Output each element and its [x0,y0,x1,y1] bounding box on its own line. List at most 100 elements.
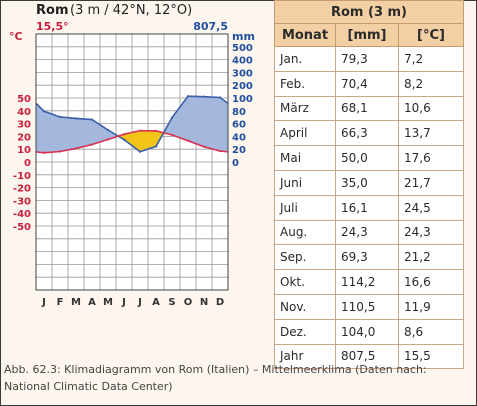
precipitation-point [138,150,142,153]
table-cell-temperature: 15,5 [398,343,464,370]
table-header-temperature: [°C] [398,23,464,47]
table-cell-month: Feb. [274,70,336,97]
temperature-series-line [35,129,229,154]
annual-precipitation-label: 807,5 [193,20,228,33]
temperature-point [154,129,158,132]
precipitation-point [74,117,78,120]
precipitation-tick-label: 500 [232,43,253,54]
table-cell-precipitation: 114,2 [335,269,399,295]
arid-area [118,130,164,152]
table-cell-temperature: 7,2 [398,46,464,72]
precipitation-tick-label: 400 [232,56,253,67]
table-cell-precipitation: 79,3 [335,46,399,72]
figure-caption: Abb. 62.3: Klimadiagramm von Rom (Italie… [4,363,427,393]
table-row: März 68,1 10,6 [274,95,464,122]
month-tick-label: D [216,297,224,308]
table-cell-month: Dez. [274,318,336,345]
precipitation-tick-label: 60 [232,120,246,131]
precipitation-tick-label: 100 [232,94,253,105]
table-row: Nov. 110,5 11,9 [274,293,464,320]
precipitation-series-line [35,95,229,153]
precipitation-point [58,115,62,119]
temperature-tick-label: 20 [17,132,31,143]
table-cell-month: Sep. [274,244,336,271]
precipitation-point [42,110,46,113]
table-row: Mai 50,0 17,6 [274,145,464,171]
table-cell-precipitation: 70,4 [335,70,399,97]
temperature-tick-label: -20 [13,184,31,195]
temperature-point [74,147,78,150]
temperature-point [170,133,174,136]
temperature-point [90,143,94,146]
table-cell-precipitation: 35,0 [335,169,399,196]
month-tick-label: S [168,297,175,308]
temperature-tick-label: -30 [13,196,31,207]
table-cell-temperature: 21,2 [398,244,464,271]
table-cell-temperature: 24,5 [398,194,464,221]
temperature-point [42,151,46,154]
precipitation-tick-label: 300 [232,68,253,79]
precipitation-point [186,95,190,98]
table-cell-month: Okt. [274,269,336,295]
table-cell-month: Jahr [274,343,336,370]
table-cell-month: Mai [274,145,336,171]
climate-table: Rom (3 m) Monat [mm] [°C] Jan. 79,3 7,2 Fe… [274,0,464,370]
table-cell-precipitation: 16,1 [335,194,399,221]
temperature-point [58,150,62,153]
table-row: Feb. 70,4 8,2 [274,70,464,97]
temperature-point [106,138,110,141]
table-row: Juli 16,1 24,5 [274,194,464,221]
table-cell-temperature: 21,7 [398,169,464,196]
temperature-tick-label: 50 [17,94,31,105]
precipitation-point [154,145,158,148]
month-tick-label: N [200,297,208,308]
table-row: Juni 35,0 21,7 [274,169,464,196]
precipitation-tick-label: 40 [232,132,246,143]
table-cell-precipitation: 50,0 [335,145,399,171]
table-row: Sep. 69,3 21,2 [274,244,464,271]
table-cell-temperature: 8,2 [398,70,464,97]
table-cell-month: Nov. [274,293,336,320]
table-cell-temperature: 10,6 [398,95,464,122]
month-tick-label: M [103,297,113,308]
temperature-tick-label: -40 [13,209,31,220]
table-cell-precipitation: 110,5 [335,293,399,320]
month-tick-label: J [137,297,142,308]
precipitation-points [42,95,222,153]
table-cell-temperature: 24,3 [398,219,464,246]
table-row: Aug. 24,3 24,3 [274,219,464,246]
temperature-tick-label: -10 [13,171,31,182]
temperature-tick-label: 40 [17,107,31,118]
precipitation-unit-label: mm [232,30,255,43]
temperature-point [122,133,126,136]
temperature-tick-label: -50 [13,222,31,233]
table-cell-precipitation: 68,1 [335,95,399,122]
precipitation-tick-label: 20 [232,145,246,156]
precipitation-point [122,138,126,141]
precipitation-point [170,116,174,119]
temperature-points [42,129,222,154]
temperature-point [138,129,142,132]
precipitation-point [106,128,110,132]
table-cell-temperature: 11,9 [398,293,464,320]
precipitation-tick-label: 0 [232,158,239,169]
table-cell-precipitation: 807,5 [335,343,399,370]
table-row: Dez. 104,0 8,6 [274,318,464,345]
table-cell-precipitation: 104,0 [335,318,399,345]
precipitation-point [90,118,94,121]
month-tick-label: J [41,297,46,308]
table-cell-precipitation: 66,3 [335,120,399,147]
temperature-point [218,149,222,153]
table-row: Okt. 114,2 16,6 [274,269,464,295]
plot-grid [36,34,228,290]
temperature-tick-label: 30 [17,120,31,131]
precipitation-tick-label: 80 [232,107,246,118]
humid-area [36,96,228,153]
table-header-precipitation: [mm] [335,23,399,47]
table-cell-temperature: 13,7 [398,120,464,147]
precipitation-tick-label: 200 [232,81,253,92]
table-row-annual: Jahr 807,5 15,5 [274,343,464,370]
precipitation-point [202,95,206,98]
table-cell-month: Juni [274,169,336,196]
